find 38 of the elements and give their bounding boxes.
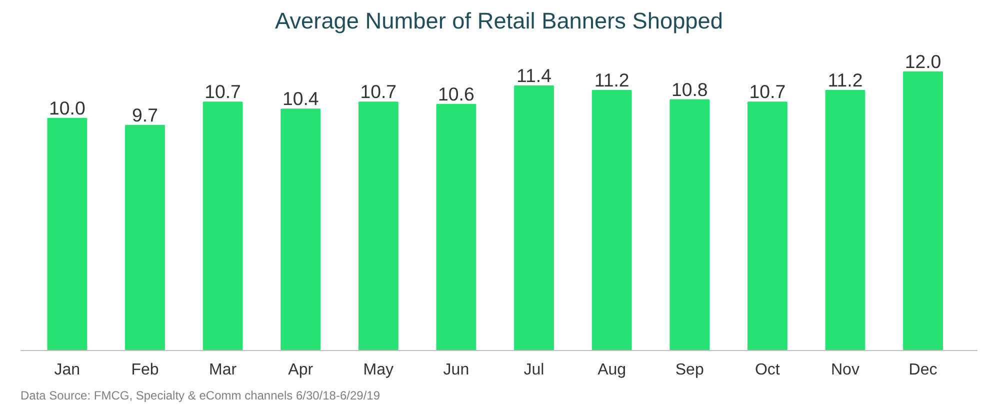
- x-tick-label: Dec: [908, 362, 938, 378]
- bar: [436, 104, 476, 350]
- data-label: 10.7: [749, 81, 786, 102]
- bar: [280, 108, 321, 350]
- bar: [125, 124, 165, 350]
- bar: [592, 90, 632, 350]
- data-label: 12.0: [904, 50, 942, 72]
- data-label: 10.7: [204, 81, 241, 102]
- data-label: 10.7: [360, 81, 397, 102]
- bar: [358, 102, 398, 350]
- data-label: 10.6: [438, 83, 474, 104]
- x-tick-label: Jan: [54, 362, 80, 378]
- data-label: 11.2: [594, 70, 630, 90]
- x-tick-label: Sep: [675, 362, 704, 378]
- x-tick-label: Jul: [524, 362, 544, 378]
- data-label: 11.2: [828, 70, 863, 90]
- x-tick-label: Mar: [209, 362, 238, 378]
- data-label: 10.0: [49, 97, 86, 118]
- bar: [903, 71, 943, 350]
- data-label: 10.8: [671, 78, 708, 100]
- bar: [825, 90, 866, 350]
- x-tick-label: Feb: [131, 362, 159, 378]
- x-tick-label: May: [363, 362, 394, 378]
- x-tick-label: Oct: [754, 362, 780, 378]
- x-tick-label: Apr: [288, 362, 314, 378]
- source-note: Data Source: FMCG, Specialty & eComm channels 6/30/18-6/29/19: [20, 388, 380, 402]
- data-label: 10.4: [282, 88, 319, 110]
- chart-title: Average Number of Retail Banners Shopped: [275, 8, 723, 34]
- bar: [670, 99, 710, 350]
- bar: [514, 85, 554, 350]
- bar: [747, 102, 788, 350]
- x-tick-label: Aug: [598, 362, 626, 378]
- bar: [202, 102, 243, 350]
- bar: [47, 118, 88, 350]
- x-tick-label: Nov: [831, 362, 860, 378]
- data-label: 11.4: [516, 64, 552, 86]
- x-tick-label: Jun: [443, 362, 470, 378]
- data-label: 9.7: [132, 104, 158, 126]
